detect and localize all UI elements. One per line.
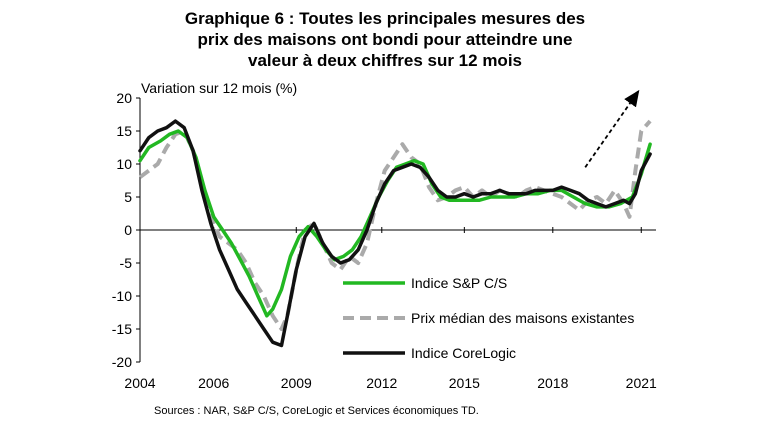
y-tick-label: 5 [124, 189, 132, 205]
legend-label-1: Prix médian des maisons existantes [411, 310, 634, 326]
title-line-2: prix des maisons ont bondi pour atteindr… [197, 30, 573, 49]
x-tick-label: 2009 [281, 375, 312, 391]
y-tick-label: 15 [116, 123, 132, 139]
x-tick-label: 2004 [124, 375, 155, 391]
trend-arrow [584, 89, 640, 168]
series-line-2 [138, 119, 652, 348]
y-tick-label: 10 [116, 156, 132, 172]
x-tick-label: 2006 [198, 375, 229, 391]
legend-label-0: Indice S&P C/S [411, 275, 507, 291]
y-tick-label: -20 [112, 354, 132, 370]
y-tick-label: -10 [112, 288, 132, 304]
x-tick-label: 2015 [449, 375, 480, 391]
legend: Indice S&P C/S Prix médian des maisons ex… [343, 275, 634, 361]
series-line-1 [138, 119, 652, 331]
source-note: Sources : NAR, S&P C/S, CoreLogic et Ser… [154, 405, 479, 417]
title-line-1: Graphique 6 : Toutes les principales mes… [184, 9, 586, 28]
title-line-3: valeur à deux chiffres sur 12 mois [247, 51, 522, 70]
chart-title: Graphique 6 : Toutes les principales mes… [0, 8, 770, 71]
y-tick-label: 20 [116, 90, 132, 106]
legend-label-2: Indice CoreLogic [411, 345, 516, 361]
series-layer [138, 119, 652, 348]
annotation-layer [584, 89, 640, 168]
y-tick-label: -5 [120, 255, 133, 271]
y-tick-label: 0 [124, 222, 132, 238]
y-axis-label: Variation sur 12 mois (%) [141, 80, 297, 96]
y-tick-label: -15 [112, 321, 132, 337]
x-tick-label: 2021 [626, 375, 657, 391]
x-tick-label: 2012 [366, 375, 397, 391]
x-tick-label: 2018 [537, 375, 568, 391]
